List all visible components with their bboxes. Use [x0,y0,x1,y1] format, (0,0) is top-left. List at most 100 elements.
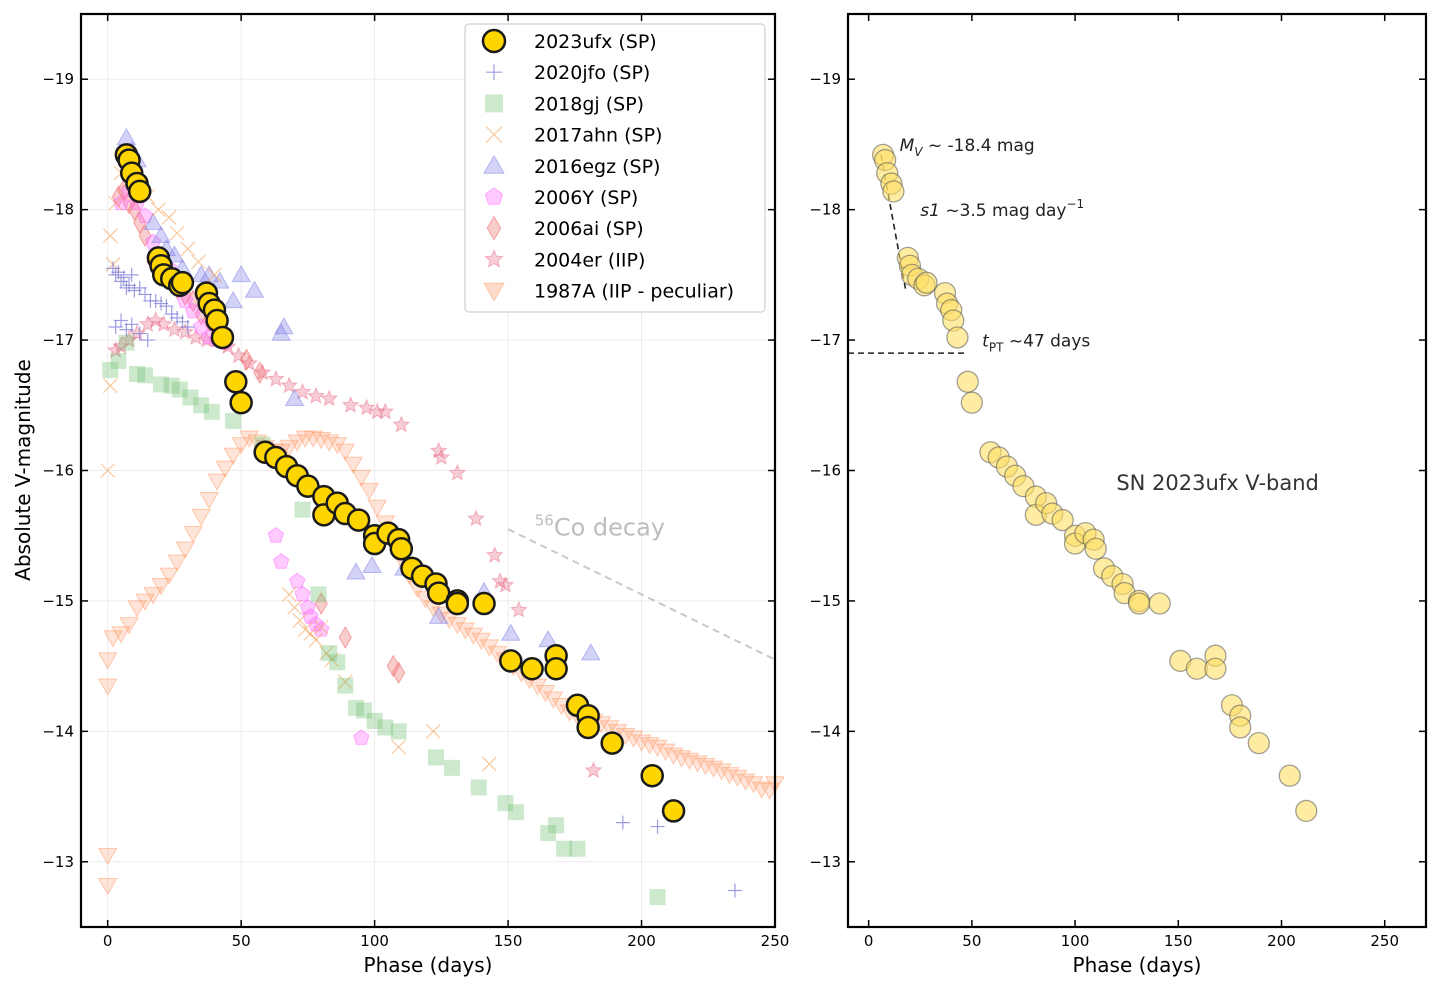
comparison-point [425,723,441,739]
comparison-point [154,296,169,311]
comparison-point [267,527,285,543]
sn2023ufx-point [498,649,523,673]
sn1987a-point [103,630,123,648]
comparison-point [392,661,406,685]
tpt-sub: PT [989,341,1004,355]
comparison-point [569,840,586,857]
sn1987a-point [97,878,118,896]
comparison-point [377,719,394,736]
sn1987a-point [97,848,118,866]
legend-marker [485,126,503,144]
comparison-point [650,819,665,834]
comparison-point [153,376,170,393]
transition-time-label: tPT ~47 days [982,332,1090,355]
comparison-point [302,607,319,624]
comparison-point [386,654,400,678]
peak-magnitude-label: MV ~ -18.4 mag [900,136,1035,159]
sn2023ufx-point [224,370,248,394]
sn1987a-point [679,752,700,771]
comparison-point [253,361,267,385]
comparison-point [266,369,285,387]
sn1987a-point [287,434,308,452]
comparison-point [281,586,297,602]
sn1987a-point [119,617,139,635]
comparison-point [203,403,220,420]
sn2023ufx-vband-point [915,271,938,294]
comparison-point [193,397,210,414]
comparison-point [366,712,383,729]
sn2023ufx-point [346,508,371,532]
sn1987a-point [687,755,708,773]
sn2023ufx-vband-point [1204,657,1227,680]
comparison-point [294,501,311,518]
sn2023ufx-point [472,591,496,616]
y-tick-label: −17 [809,331,841,349]
y-tick-label: −15 [42,592,74,610]
comparison-point [508,804,525,821]
s1-sup: −1 [1066,197,1084,211]
sn1987a-point [343,456,364,474]
comparison-point [231,264,252,283]
mv-text: ~ -18.4 mag [922,136,1034,156]
comparison-point [110,352,127,369]
sn1987a-point [223,447,244,465]
comparison-point [307,386,325,404]
comparison-point [239,348,254,372]
comparison-point [314,592,328,615]
legend-label: 2017ahn (SP) [534,125,662,147]
comparison-point [324,652,340,668]
comparison-point [148,293,163,308]
left-ylabel: Absolute V-magnitude [11,359,35,581]
comparison-point [496,575,515,593]
comparison-point [428,749,445,766]
comparison-point [150,202,166,218]
sn2023ufx-vband-point [1247,731,1270,755]
comparison-point [337,677,354,694]
comparison-point [341,395,360,413]
legend-marker [485,94,503,113]
sn1987a-point [159,567,179,585]
co-decay-text: Co decay [554,514,665,542]
comparison-point [146,311,165,329]
comparison-point [313,620,330,637]
comparison-point [114,313,129,328]
comparison-point [191,254,206,270]
comparison-point [132,280,147,295]
sn2023ufx-point [661,799,686,823]
comparison-point [132,326,147,341]
comparison-point [727,883,742,898]
y-tick-label: −19 [809,70,841,88]
x-tick-label: 250 [1370,932,1399,950]
comparison-point [151,225,171,243]
right-panel-title: SN 2023ufx V-band [1116,471,1319,495]
sn2023ufx-point [389,537,414,561]
comparison-point [556,840,573,857]
legend-label: 2004er (IIP) [534,249,645,271]
comparison-point [584,761,603,779]
sn1987a-point [97,678,118,696]
comparison-point [138,224,152,248]
sn1987a-point [215,460,235,478]
right-panel: MV ~ -18.4 mag s1 ~3.5 mag day−1 tPT ~47… [809,12,1428,977]
comparison-point [353,729,370,745]
sn2023ufx-vband-point [1084,537,1107,560]
sn1987a-point [311,431,332,450]
left-xlabel: Phase (days) [364,953,493,977]
sn2023ufx-point [296,474,320,498]
sn2023ufx-vband-point [1185,657,1209,680]
comparison-point [284,388,305,407]
legend-marker [484,249,504,268]
sn2023ufx-vband-point [960,391,984,414]
sn2023ufx-point [445,591,470,616]
comparison-point [108,195,124,211]
legend-label: 2020jfo (SP) [534,62,650,84]
co-decay-sup: 56 [535,512,554,530]
y-tick-label: −18 [42,201,74,219]
sn1987a-point [167,554,187,572]
comparison-point [540,825,557,842]
comparison-point [448,463,467,481]
comparison-point [124,267,139,282]
comparison-point [649,889,666,906]
sn1987a-point [191,508,211,527]
